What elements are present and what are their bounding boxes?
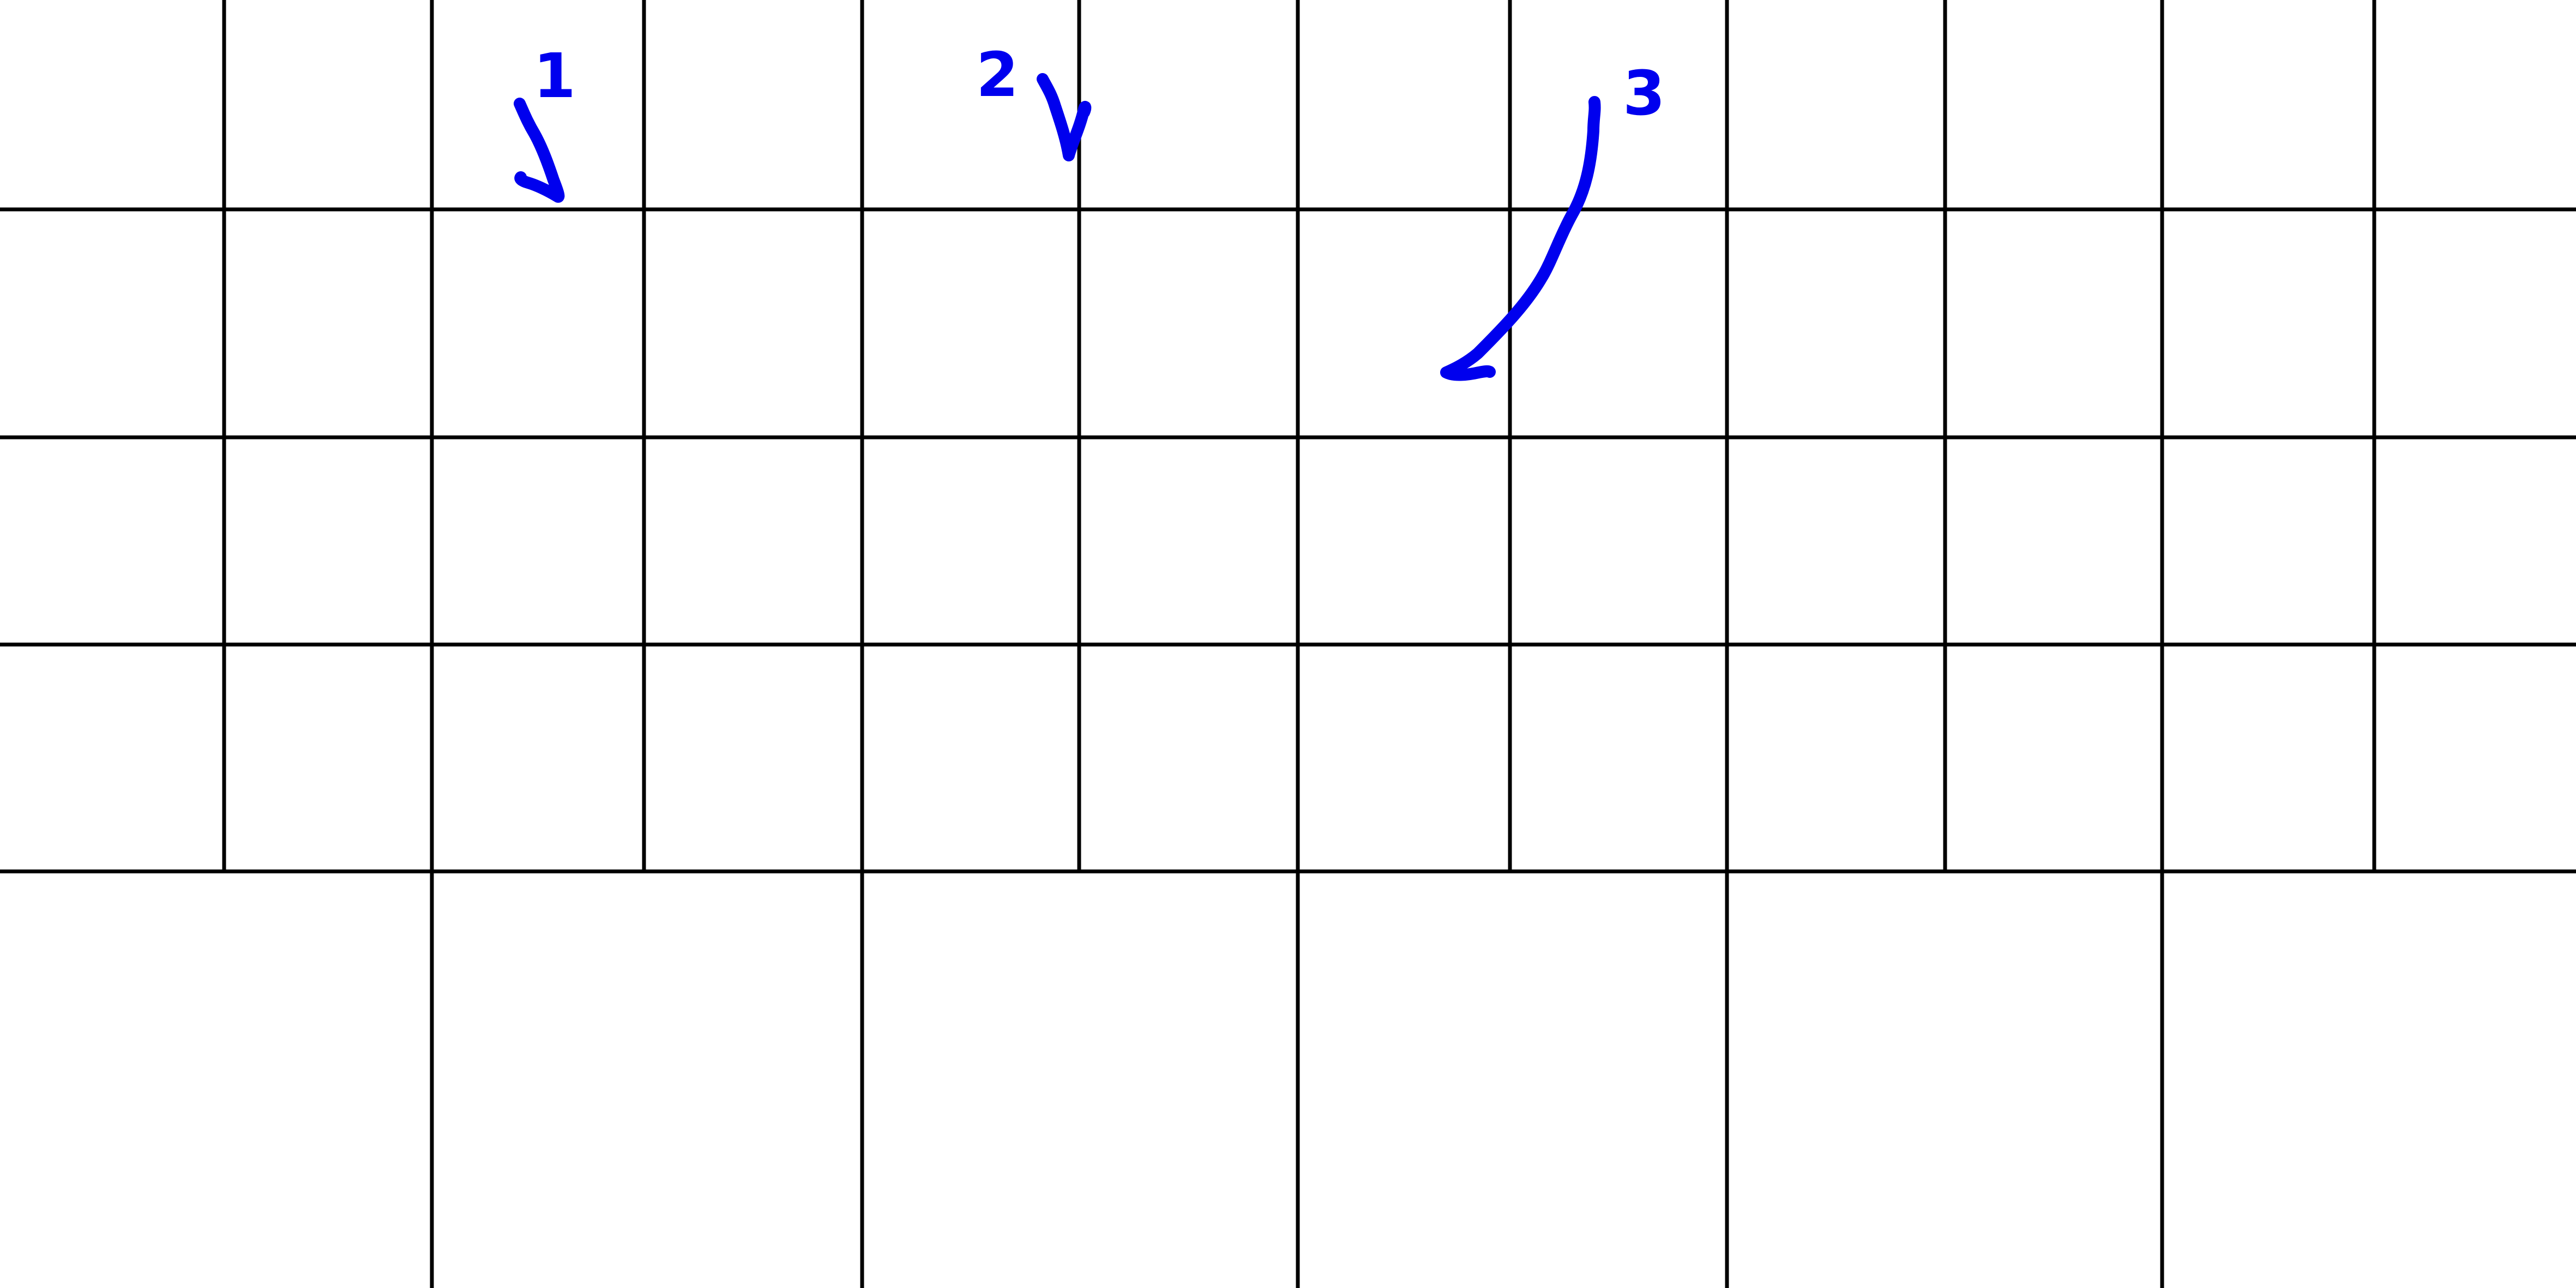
annotation-label-2: 2 (976, 40, 1019, 111)
annotation-label-1: 1 (533, 41, 576, 112)
annotation-stroke-1 (514, 98, 565, 203)
annotations: 1 2 3 (514, 40, 1665, 381)
annotation-label-3: 3 (1623, 58, 1665, 129)
annotation-stroke-2 (1037, 73, 1092, 161)
annotation-stroke-3 (1440, 96, 1601, 381)
